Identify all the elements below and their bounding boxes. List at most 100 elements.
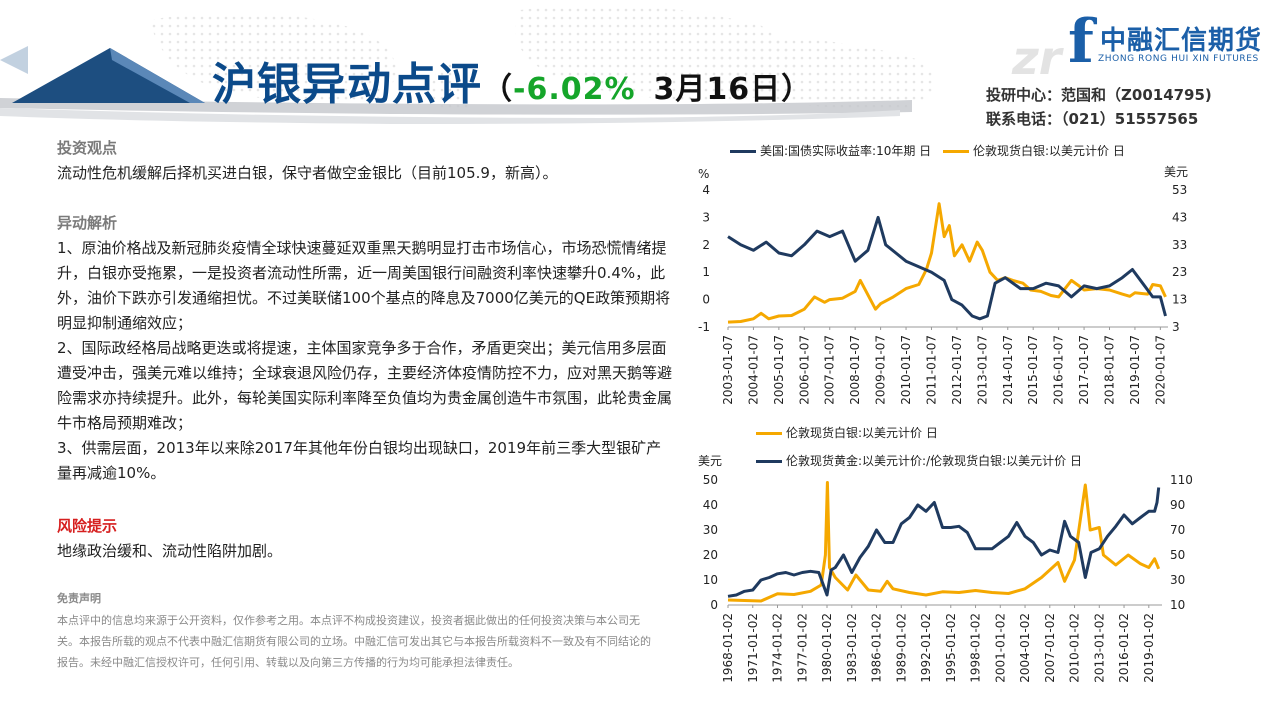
x-tick-label: 2016-01-02: [1117, 613, 1131, 683]
analyst-info: 投研中心：范国和（Z0014795): [986, 86, 1212, 104]
x-tick-label: 2019-01-02: [1142, 613, 1156, 683]
report-date: 3月16日: [653, 72, 782, 107]
view-text: 流动性危机缓解后择机买进白银，保守者做空金银比（目前105.9，新高）。: [57, 164, 558, 182]
x-tick-label: 2004-01-07: [746, 335, 760, 405]
y-tick-right: 3: [1172, 320, 1180, 334]
x-tick-label: 2011-01-07: [924, 335, 938, 405]
y-tick-right: 53: [1172, 183, 1187, 197]
x-tick-label: 2018-01-07: [1103, 335, 1117, 405]
x-tick-label: 1971-01-02: [746, 613, 760, 683]
x-tick-label: 1989-01-02: [894, 613, 908, 683]
y-tick-left: 40: [703, 498, 718, 512]
chart1-legend: 美国:国债实际收益率:10年期 日 伦敦现货白银:以美元计价 日: [730, 142, 1125, 159]
chart2-legend-2: 伦敦现货黄金:以美元计价:/伦敦现货白银:以美元计价 日: [756, 452, 1082, 469]
chart2-legend-1: 伦敦现货白银:以美元计价 日: [756, 424, 938, 441]
x-tick-label: 1974-01-02: [771, 613, 785, 683]
y-tick-left: 2: [702, 238, 710, 252]
disclaimer-title: 免责声明: [57, 592, 101, 605]
x-tick-label: 1980-01-02: [820, 613, 834, 683]
chart-silver-vs-gold-silver-ratio: 0 10 20 30 40 50 10 30 50 70 90 110 美元 1968-01-02 1971…: [698, 455, 1193, 683]
x-tick-label: 2019-01-07: [1128, 335, 1142, 405]
y-unit-left: 美元: [698, 455, 722, 468]
series-line-0: [727, 481, 1161, 603]
analysis-title: 异动解析: [57, 214, 118, 232]
x-tick-label: 2012-01-07: [950, 335, 964, 405]
company-logo-name: 中融汇信期货: [1100, 26, 1263, 56]
y-tick-left: 0: [702, 293, 710, 307]
y-unit-right: 美元: [1164, 165, 1188, 179]
title-part-2: 异动点评: [302, 59, 482, 110]
analysis-item: 2、国际政经格局战略更迭或将提速，主体国家竞争多于合作，矛盾更突出；美元信用多层…: [57, 339, 673, 432]
y-tick-right: 43: [1172, 210, 1187, 224]
y-tick-right: 70: [1170, 523, 1185, 537]
x-tick-label: 2013-01-07: [975, 335, 989, 405]
risk-text: 地缘政治缓和、流动性陷阱加剧。: [57, 542, 283, 560]
series-line-1: [727, 202, 1167, 324]
report-content: 投资观点 流动性危机缓解后择机买进白银，保守者做空金银比（目前105.9，新高）…: [57, 136, 672, 564]
x-tick-label: 2007-01-02: [1043, 613, 1057, 683]
title-paren-close: ）: [781, 72, 813, 107]
y-tick-right: 30: [1170, 573, 1185, 587]
analysis-item: 1、原油价格战及新冠肺炎疫情全球快速蔓延双重黑天鹅明显打击市场信心，市场恐慌情绪…: [57, 239, 671, 332]
x-tick-label: 1968-01-02: [721, 613, 735, 683]
svg-text:zr: zr: [1011, 31, 1065, 85]
x-tick-label: 1986-01-02: [870, 613, 884, 683]
y-tick-left: 4: [702, 183, 710, 197]
y-tick-right: 23: [1172, 265, 1187, 279]
legend-swatch: [756, 432, 782, 435]
series-line-1: [727, 487, 1161, 598]
disclaimer-text: 本点评中的信息均来源于公开资料，仅作参考之用。本点评不构成投资建议，投资者据此做…: [57, 614, 651, 669]
y-tick-left: 3: [702, 210, 710, 224]
x-tick-label: 2009-01-07: [874, 335, 888, 405]
y-unit-left: %: [698, 167, 709, 181]
x-tick-label: 2020-01-07: [1153, 335, 1167, 405]
x-tick-label: 2005-01-07: [772, 335, 786, 405]
legend-swatch: [730, 150, 756, 153]
x-tick-label: 2013-01-02: [1092, 613, 1106, 683]
x-tick-label: 1998-01-02: [969, 613, 983, 683]
legend-label: 伦敦现货白银:以美元计价 日: [973, 144, 1125, 158]
y-tick-left: 30: [703, 523, 718, 537]
y-tick-right: 110: [1170, 473, 1193, 487]
x-tick-label: 2003-01-07: [721, 335, 735, 405]
page-title: 沪银异动点评（-6.02% 3月16日）: [212, 48, 812, 112]
company-logo-english: ZHONG RONG HUI XIN FUTURES: [1098, 54, 1259, 64]
x-tick-label: 2001-01-02: [993, 613, 1007, 683]
x-tick-label: 2014-01-07: [1001, 335, 1015, 405]
x-tick-label: 1992-01-02: [919, 613, 933, 683]
series-line-0: [727, 215, 1167, 321]
x-tick-label: 2008-01-07: [848, 335, 862, 405]
legend-label: 美国:国债实际收益率:10年期 日: [760, 144, 932, 158]
y-tick-right: 13: [1172, 293, 1187, 307]
legend-swatch: [943, 150, 969, 153]
legend-swatch: [756, 460, 782, 463]
view-title: 投资观点: [57, 139, 118, 157]
x-tick-label: 2017-01-07: [1077, 335, 1091, 405]
contact-phone: 联系电话：（021）51557565: [986, 110, 1199, 128]
x-tick-label: 2007-01-07: [823, 335, 837, 405]
legend-label: 伦敦现货白银:以美元计价 日: [786, 426, 938, 440]
y-tick-left: 0: [710, 598, 718, 612]
y-tick-right: 10: [1170, 598, 1185, 612]
title-part-1: 沪银: [212, 59, 302, 110]
x-tick-label: 2010-01-07: [899, 335, 913, 405]
x-tick-label: 1983-01-02: [845, 613, 859, 683]
x-tick-label: 2004-01-02: [1018, 613, 1032, 683]
x-tick-label: 2015-01-07: [1026, 335, 1040, 405]
y-tick-right: 33: [1172, 238, 1187, 252]
legend-label: 伦敦现货黄金:以美元计价:/伦敦现货白银:以美元计价 日: [786, 454, 1082, 468]
y-tick-left: 20: [703, 548, 718, 562]
analysis-item: 3、供需层面，2013年以来除2017年其他年份白银均出现缺口，2019年前三季…: [57, 439, 662, 482]
x-tick-label: 2016-01-07: [1052, 335, 1066, 405]
company-logo-icon: f: [1068, 7, 1094, 77]
x-tick-label: 2006-01-07: [797, 335, 811, 405]
x-tick-label: 1977-01-02: [795, 613, 809, 683]
y-tick-left: -1: [698, 320, 710, 334]
y-tick-right: 50: [1170, 548, 1185, 562]
x-tick-label: 2010-01-02: [1068, 613, 1082, 683]
title-paren-open: （: [482, 72, 513, 107]
y-tick-left: 10: [703, 573, 718, 587]
x-tick-label: 1995-01-02: [944, 613, 958, 683]
